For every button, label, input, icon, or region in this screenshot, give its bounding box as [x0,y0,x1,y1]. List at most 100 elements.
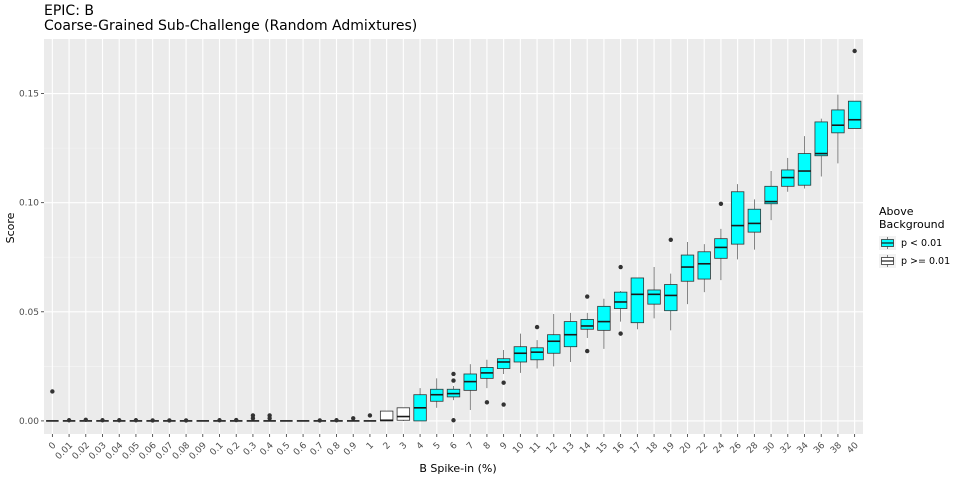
x-tick-label: 0.6 [292,441,309,458]
x-tick-label: 28 [745,441,760,456]
boxes [46,48,862,423]
chart-title: EPIC: B [44,3,94,19]
box-iqr [730,191,745,245]
x-tick-label: 17 [628,441,643,456]
x-tick-label: 0.1 [208,441,225,458]
x-tick-label: 0.01 [54,441,75,462]
legend-label: p < 0.01 [901,238,942,249]
x-tick-label: 26 [729,441,744,456]
y-tick-label: 0.05 [19,308,39,318]
box-16 [613,264,628,336]
x-tick-label: 11 [528,441,543,456]
box-11 [530,324,544,369]
x-tick-label: 40 [846,441,861,456]
outlier-point [117,418,122,423]
outlier-point [367,413,373,418]
box-iqr [680,254,695,282]
box-36 [814,118,828,177]
x-tick-label: 2 [382,441,393,452]
outlier-point [100,418,105,423]
outlier-point [351,416,356,421]
box-30 [764,171,778,221]
x-tick-label: 30 [762,441,777,456]
x-tick-label: 0.04 [104,441,125,462]
outlier-point [852,48,857,54]
outlier-point [150,418,155,423]
x-tick-label: 0.03 [87,441,108,462]
outlier-point [250,416,256,421]
box-19 [664,237,678,331]
outlier-point [618,264,623,270]
outlier-point [501,402,506,407]
outlier-point [317,418,322,423]
box-22 [697,244,711,293]
outlier-point [585,294,590,299]
box-34 [797,136,812,189]
box-2 [379,410,394,422]
box-15 [597,298,611,349]
box-20 [680,241,695,305]
box-38 [831,94,845,164]
box-iqr [513,346,528,363]
x-tick-label: 0.08 [171,441,192,462]
box-iqr [613,291,628,309]
outlier-point [484,400,490,405]
x-tick-label: 12 [545,441,560,456]
x-tick-label: 16 [612,441,627,456]
legend-title-line1: Above [879,205,914,218]
box-1 [363,413,377,422]
x-tick-label: 9 [499,441,510,452]
box-0.2 [229,417,243,423]
box-iqr [647,289,661,305]
x-tick-label: 15 [595,441,610,456]
box-iqr [547,334,561,354]
box-iqr [664,284,678,312]
box-iqr [697,251,711,280]
box-iqr [630,277,645,324]
x-tick-label: 8 [482,441,493,452]
x-tick-label: 13 [561,441,576,456]
box-0.08 [179,418,193,423]
outlier-point [501,380,506,385]
outlier-point [534,324,540,330]
box-iqr [496,358,511,369]
x-tick-label: 0.3 [242,441,259,458]
y-tick-label: 0.15 [19,90,39,100]
x-tick-label: 3 [398,441,409,452]
x-tick-label: 1 [365,441,376,452]
x-axis: 00.010.020.030.040.050.060.070.080.09 0.1… [47,434,861,462]
y-axis-label: Score [4,212,17,243]
box-26 [730,184,745,260]
x-tick-label: 5 [432,441,443,452]
box-4 [413,388,427,422]
box-0.3 [246,413,260,422]
x-tick-label: 0.07 [154,441,175,462]
x-tick-label: 0.9 [342,441,359,458]
x-tick-label: 0.2 [225,441,242,458]
box-iqr [580,319,594,330]
legend-key-2: p >= 0.01 [879,254,950,268]
x-tick-label: 20 [678,441,693,456]
x-tick-label: 0.02 [71,441,92,462]
box-0 [46,389,59,422]
box-14 [580,294,594,354]
chart-subtitle: Coarse-Grained Sub-Challenge (Random Adm… [44,18,417,34]
box-0.03 [96,418,109,423]
x-tick-label: 0.06 [138,441,159,462]
box-iqr [764,185,778,205]
box-iqr [747,208,762,233]
x-tick-label: 38 [829,441,844,456]
x-tick-label: 6 [448,441,459,452]
legend-label: p >= 0.01 [901,256,950,267]
box-0.8 [330,418,343,423]
box-6 [446,371,461,423]
box-iqr [379,410,394,422]
box-0.07 [163,418,176,423]
y-axis: 0.00 0.05 0.10 0.15 [19,90,44,427]
box-0.05 [129,418,143,423]
box-17 [630,277,645,330]
outlier-point [585,348,590,354]
x-tick-label: 14 [578,441,593,456]
x-tick-label: 0 [47,441,58,452]
